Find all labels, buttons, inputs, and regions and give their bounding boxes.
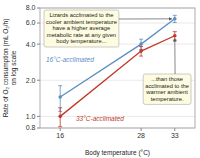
annotation-arrow xyxy=(119,18,172,19)
y-tick-label: 0.8 xyxy=(26,124,36,131)
x-tick xyxy=(141,128,142,131)
x-tick-label: 16 xyxy=(56,132,64,139)
point xyxy=(58,95,62,99)
annotation-text: ...than thoseacclimated to thewarmer amb… xyxy=(145,76,189,102)
y-tick xyxy=(37,116,40,117)
y-tick xyxy=(37,8,40,9)
plot-frame xyxy=(40,8,195,128)
annotation: Lizards acclimated to thecooler ambient … xyxy=(44,10,119,47)
point xyxy=(139,42,143,46)
point xyxy=(139,49,143,53)
y-tick-label: 2.0 xyxy=(26,77,36,84)
x-tick xyxy=(174,128,175,131)
y-tick-label: 1.0 xyxy=(26,113,36,120)
y-tick-label: 8.0 xyxy=(26,4,36,11)
series-label: 16°C-acclimated xyxy=(46,56,94,63)
error-bar xyxy=(58,108,62,127)
y-tick-label: 6.0 xyxy=(26,19,36,26)
chart: 0.8 1.0 2.0 4.0 6.0 8.0 16 28 33 Body temperature… xyxy=(0,0,200,158)
annotation-arrow xyxy=(174,39,175,74)
y-tick xyxy=(37,44,40,45)
x-tick-label: 33 xyxy=(171,132,179,139)
y-tick xyxy=(37,80,40,81)
series-label: 33°C-acclimated xyxy=(76,115,124,122)
annotation: ...than thoseacclimated to thewarmer amb… xyxy=(143,74,191,104)
point xyxy=(173,34,177,38)
y-tick xyxy=(37,22,40,23)
x-tick-label: 28 xyxy=(137,132,145,139)
error-bar xyxy=(139,47,143,57)
annotation-text: Lizards acclimated to thecooler ambient … xyxy=(46,12,117,44)
y-tick-label: 4.0 xyxy=(26,41,36,48)
y-axis-label: Rate of O₂ consumption (mL O₂/h)on log s… xyxy=(2,19,18,118)
x-axis-label: Body temperature (°C) xyxy=(85,149,150,157)
error-bar xyxy=(173,15,177,22)
point xyxy=(173,17,177,21)
point xyxy=(58,115,62,119)
annotation-box xyxy=(44,10,119,47)
annotation-box xyxy=(143,74,191,104)
x-tick xyxy=(60,128,61,131)
y-tick xyxy=(37,128,40,129)
